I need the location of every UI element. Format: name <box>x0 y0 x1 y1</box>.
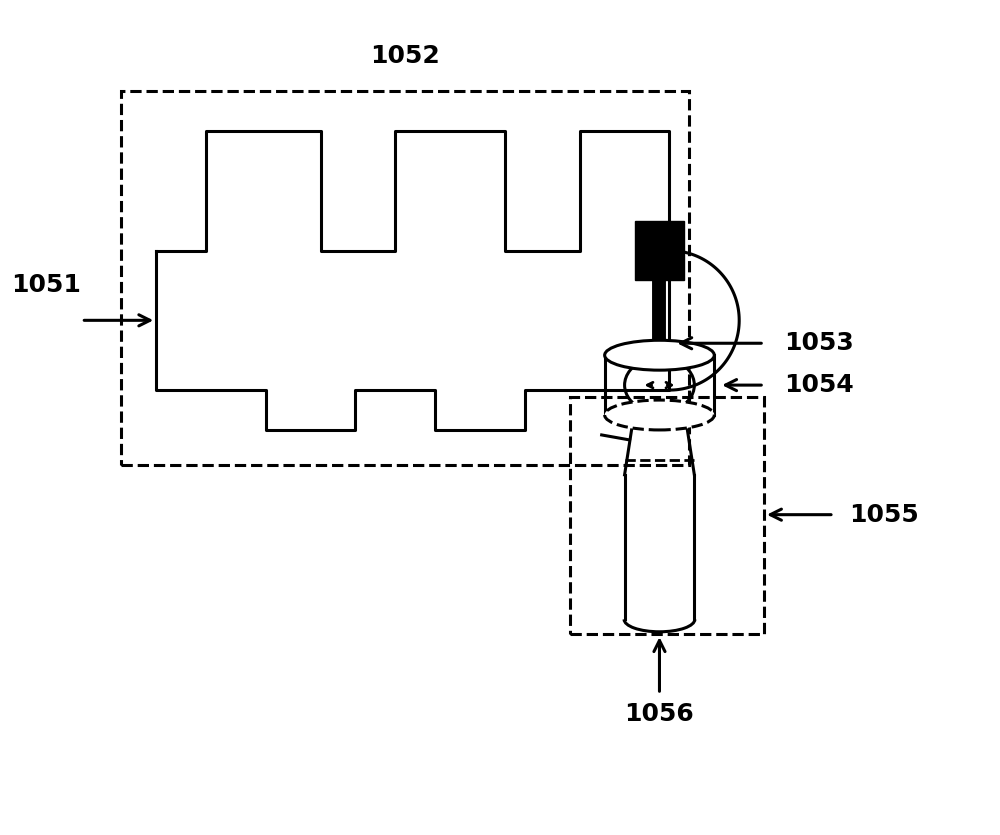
Text: 1051: 1051 <box>12 273 81 297</box>
Ellipse shape <box>605 340 714 370</box>
Text: 1056: 1056 <box>625 702 694 726</box>
Text: 1052: 1052 <box>370 44 440 68</box>
Ellipse shape <box>605 400 714 430</box>
Text: 1055: 1055 <box>849 503 919 527</box>
Text: 1053: 1053 <box>784 331 854 355</box>
Polygon shape <box>635 220 684 281</box>
Text: 1054: 1054 <box>784 373 854 397</box>
